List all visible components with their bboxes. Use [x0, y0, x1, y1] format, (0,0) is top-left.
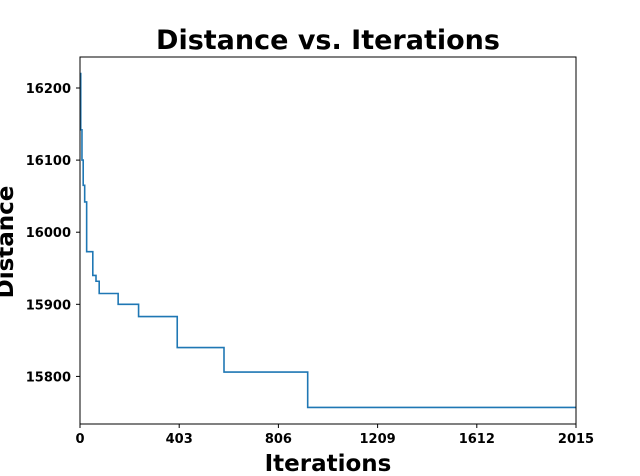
- series-line-0: [79, 72, 576, 409]
- plot-frame: [79, 56, 577, 425]
- plot-area: 0 403 806 1209 1612 2015 15800 15900 16000 16100 1…: [26, 56, 594, 447]
- x-tick-label-0: 0: [75, 432, 84, 447]
- y-tick-label-3: 16100: [26, 154, 71, 169]
- y-tick-label-0: 15800: [26, 370, 71, 385]
- x-axis-label: Iterations: [265, 451, 392, 476]
- y-axis-label: Distance: [0, 186, 19, 299]
- x-tick-label-4: 1612: [459, 432, 495, 447]
- x-tick-label-2: 806: [265, 432, 292, 447]
- x-tick-label-1: 403: [166, 432, 193, 447]
- y-tick-label-1: 15900: [26, 298, 71, 313]
- y-tick-label-2: 16000: [26, 226, 71, 241]
- chart-title: Distance vs. Iterations: [156, 25, 500, 56]
- x-tick-label-5: 2015: [558, 432, 594, 447]
- x-tick-label-3: 1209: [360, 432, 396, 447]
- y-tick-label-4: 16200: [26, 82, 71, 97]
